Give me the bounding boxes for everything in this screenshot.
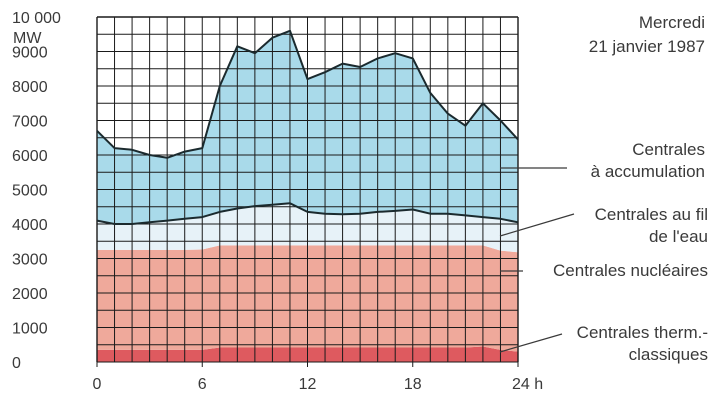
y-axis-unit-label: MW xyxy=(13,30,42,47)
leader-thermiques xyxy=(499,333,563,353)
chart-title: Mercredi 21 janvier 1987 xyxy=(589,13,705,56)
grid-lines xyxy=(96,16,519,367)
y-tick-label-10000: 10 000 xyxy=(12,10,61,27)
y-tick-label-2000: 2000 xyxy=(12,286,48,303)
label-nucleaires-line1: Centrales nucléaires xyxy=(553,261,708,280)
y-tick-label-8000: 8000 xyxy=(12,79,48,96)
label-thermiques: Centrales therm.- classiques xyxy=(499,323,708,364)
y-tick-label-4000: 4000 xyxy=(12,217,48,234)
leader-fil-eau xyxy=(499,213,575,237)
x-tick-label-12: 12 xyxy=(299,376,317,393)
y-tick-label-7000: 7000 xyxy=(12,114,48,131)
title-day: Mercredi xyxy=(639,13,705,32)
outline-series-2 xyxy=(96,202,519,225)
label-thermiques-line1: Centrales therm.- xyxy=(577,323,708,342)
label-fil-eau: Centrales au fil de l'eau xyxy=(499,205,708,246)
outline-series-3 xyxy=(96,29,519,159)
label-nucleaires: Centrales nucléaires xyxy=(500,261,708,280)
y-tick-label-3000: 3000 xyxy=(12,252,48,269)
y-tick-label-9000: 9000 xyxy=(12,45,48,62)
x-tick-labels: 0 6 12 18 24 h xyxy=(93,376,544,393)
y-tick-labels: 0 1000 2000 3000 4000 5000 6000 7000 8000 9000 10 … xyxy=(12,10,61,372)
x-tick-label-6: 6 xyxy=(198,376,207,393)
y-tick-label-5000: 5000 xyxy=(12,183,48,200)
label-accumulation-line1: Centrales xyxy=(632,140,705,159)
label-fil-eau-line1: Centrales au fil xyxy=(595,205,708,224)
x-tick-label-18: 18 xyxy=(404,376,422,393)
label-accumulation-line2: à accumulation xyxy=(591,162,705,181)
x-tick-label-24: 24 h xyxy=(512,376,543,393)
y-tick-label-6000: 6000 xyxy=(12,148,48,165)
series-outlines xyxy=(96,29,519,225)
y-tick-label-1000: 1000 xyxy=(12,321,48,338)
label-accumulation: Centrales à accumulation xyxy=(500,140,705,181)
label-fil-eau-line2: de l'eau xyxy=(649,227,708,246)
x-tick-label-0: 0 xyxy=(93,376,102,393)
y-tick-label-0: 0 xyxy=(12,355,21,372)
title-date: 21 janvier 1987 xyxy=(589,37,705,56)
label-thermiques-line2: classiques xyxy=(629,345,708,364)
